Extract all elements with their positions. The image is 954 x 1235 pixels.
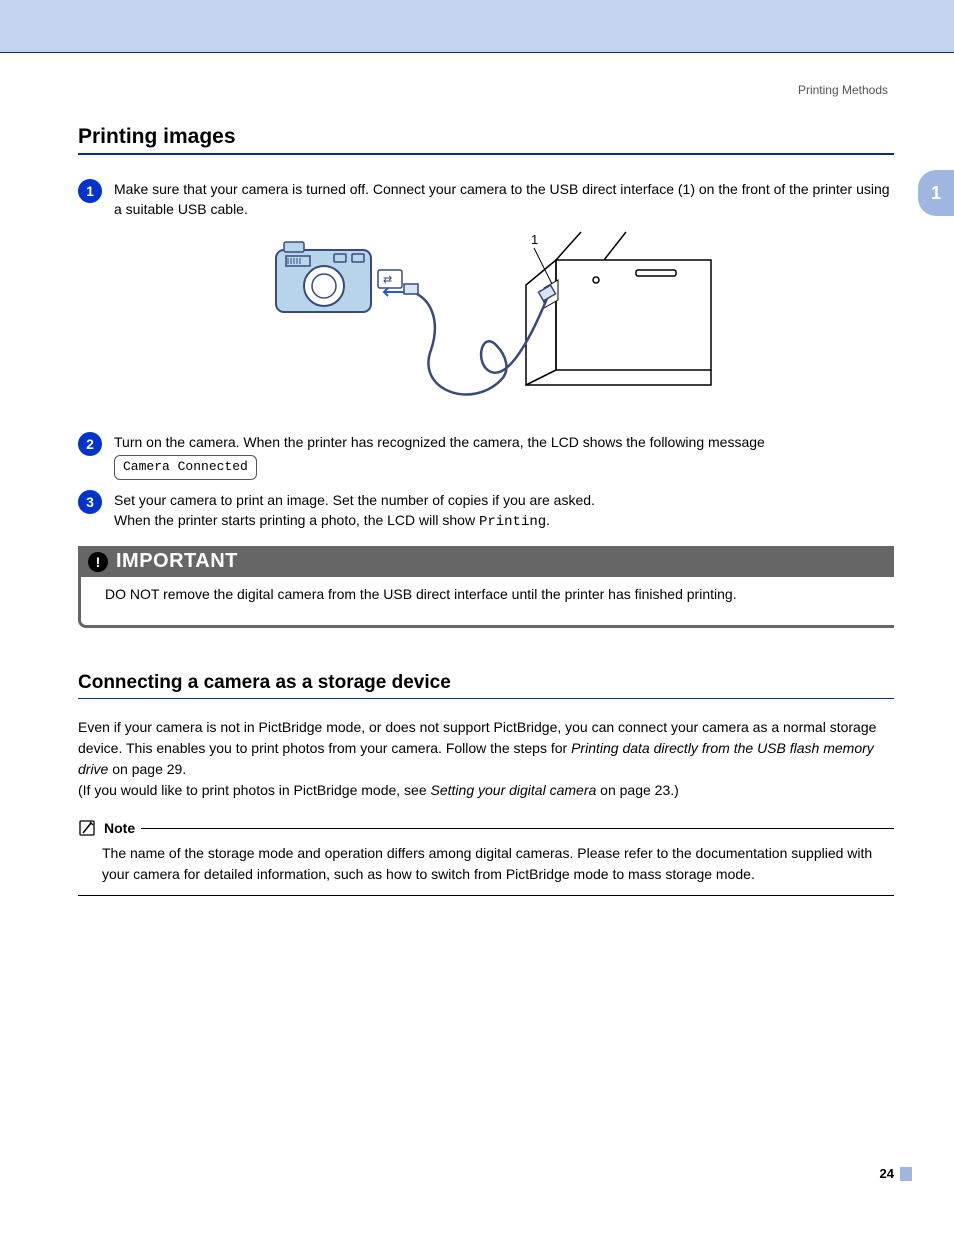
step-3: 3 Set your camera to print an image. Set…	[78, 490, 894, 533]
subsection-paragraph: Even if your camera is not in PictBridge…	[78, 717, 894, 801]
running-header: Printing Methods	[78, 83, 894, 97]
arrow-icon	[384, 288, 406, 296]
diagram-callout: 1	[531, 232, 538, 247]
top-bar	[0, 0, 954, 52]
printer-outline	[526, 232, 711, 385]
note-block: Note The name of the storage mode and op…	[78, 819, 894, 896]
step-bullet: 3	[78, 490, 102, 514]
step-bullet: 2	[78, 432, 102, 456]
step-1: 1 Make sure that your camera is turned o…	[78, 179, 894, 220]
important-header: ! IMPORTANT	[78, 546, 894, 577]
alert-icon: !	[88, 552, 108, 572]
title-underline	[78, 153, 894, 155]
important-label: IMPORTANT	[116, 550, 238, 573]
note-body: The name of the storage mode and operati…	[78, 837, 894, 895]
important-body: DO NOT remove the digital camera from th…	[78, 577, 894, 628]
cross-ref-link[interactable]: Setting your digital camera	[431, 782, 597, 798]
step-body: Make sure that your camera is turned off…	[114, 179, 894, 220]
step-body: Set your camera to print an image. Set t…	[114, 490, 894, 533]
page-accent	[900, 1167, 912, 1181]
step-2: 2 Turn on the camera. When the printer h…	[78, 432, 894, 480]
section-title: Printing images	[78, 125, 894, 149]
subsection-title: Connecting a camera as a storage device	[78, 672, 894, 694]
note-top-rule	[141, 828, 894, 829]
lcd-message: Camera Connected	[114, 455, 257, 480]
camera-outline	[276, 242, 371, 312]
lcd-inline: Printing	[479, 514, 546, 530]
step-bullet: 1	[78, 179, 102, 203]
page-number: 24	[880, 1166, 894, 1181]
step-body: Turn on the camera. When the printer has…	[114, 432, 894, 480]
camera-printer-diagram: 1	[78, 230, 894, 418]
subsection-underline	[78, 698, 894, 700]
note-bottom-rule	[78, 895, 894, 896]
note-icon	[78, 819, 98, 837]
usb-plug-camera	[404, 284, 418, 294]
note-label: Note	[104, 820, 135, 836]
svg-text:⇄: ⇄	[383, 274, 392, 286]
